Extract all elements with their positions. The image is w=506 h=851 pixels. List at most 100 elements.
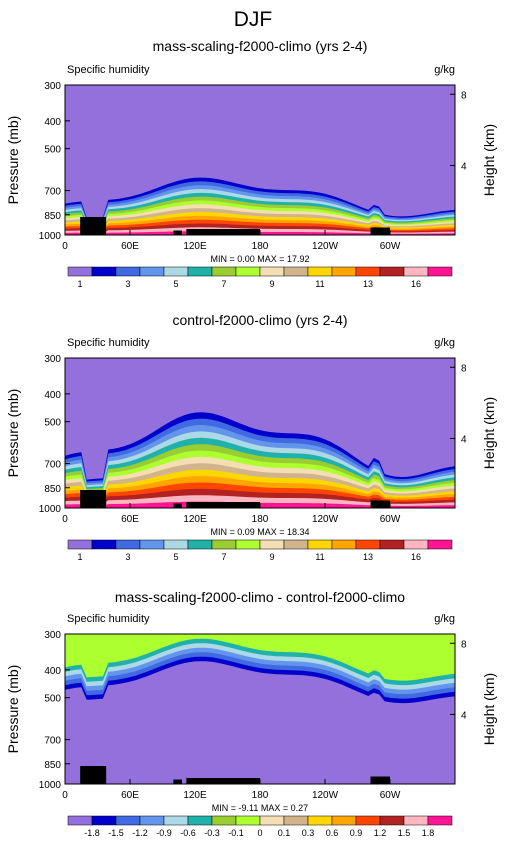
colorbar-label: -0.9: [156, 828, 172, 838]
x-tick-label: 0: [62, 514, 68, 525]
colorbar-swatch: [91, 266, 117, 277]
min-max-label: MIN = 0.00 MAX = 17.92: [210, 254, 309, 264]
height-tick-label: 8: [461, 363, 467, 374]
colorbar-swatch: [91, 539, 117, 550]
x-tick-label: 60W: [380, 790, 401, 801]
y-axis-right-label: Height (km): [481, 397, 497, 469]
colorbar-swatch: [187, 266, 213, 277]
colorbar-swatch: [355, 815, 381, 826]
colorbar-label: 1.8: [422, 828, 435, 838]
terrain-2: [173, 779, 182, 784]
y-tick-label: 850: [44, 211, 61, 222]
colorbar-swatch: [235, 266, 261, 277]
colorbar-swatch: [259, 815, 285, 826]
colorbar-label: 0.6: [326, 828, 339, 838]
x-tick-label: 180: [252, 790, 269, 801]
colorbar-swatch: [403, 266, 429, 277]
y-tick-label: 850: [44, 484, 61, 495]
terrain-1: [80, 766, 107, 784]
y-tick-label: 400: [44, 666, 61, 677]
colorbar-label: 7: [221, 552, 226, 562]
height-tick-label: 4: [461, 710, 467, 721]
height-tick-label: 4: [461, 434, 467, 445]
colorbar-label: 13: [363, 552, 373, 562]
colorbar-swatch: [283, 539, 309, 550]
terrain-3: [186, 778, 260, 784]
colorbar-swatch: [307, 266, 333, 277]
colorbar-label: 11: [315, 279, 324, 289]
colorbar-swatch: [115, 266, 141, 277]
panel-right-label: g/kg: [434, 337, 455, 349]
panel-left-label: Specific humidity: [67, 337, 150, 349]
colorbar-swatch: [379, 539, 405, 550]
colorbar-swatch: [91, 815, 117, 826]
x-tick-label: 60W: [380, 241, 401, 252]
y-axis-right-label: Height (km): [481, 124, 497, 196]
colorbar-swatch: [163, 815, 189, 826]
colorbar-swatch: [427, 539, 453, 550]
colorbar-swatch: [259, 539, 285, 550]
colorbar-swatch: [211, 266, 237, 277]
x-tick-label: 0: [62, 790, 68, 801]
colorbar-label: 16: [411, 552, 421, 562]
colorbar-swatch: [307, 539, 333, 550]
colorbar-swatch: [283, 266, 309, 277]
x-tick-label: 60W: [380, 514, 401, 525]
min-max-label: MIN = -9.11 MAX = 0.27: [212, 803, 308, 813]
x-tick-label: 60E: [121, 514, 139, 525]
y-tick-label: 400: [44, 390, 61, 401]
colorbar-swatch: [331, 815, 357, 826]
min-max-label: MIN = 0.09 MAX = 18.34: [210, 527, 309, 537]
colorbar-swatch: [139, 266, 165, 277]
colorbar-swatch: [259, 266, 285, 277]
colorbar-label: 5: [173, 279, 178, 289]
colorbar-swatch: [355, 539, 381, 550]
x-tick-label: 120W: [312, 241, 339, 252]
x-tick-label: 120E: [183, 514, 207, 525]
y-axis-label: Pressure (mb): [5, 665, 21, 754]
y-tick-label: 500: [44, 145, 61, 156]
colorbar-label: 1.2: [374, 828, 387, 838]
colorbar-label: -1.2: [132, 828, 148, 838]
y-axis-label: Pressure (mb): [5, 116, 21, 205]
panel-1: mass-scaling-f2000-climo (yrs 2-4)Specif…: [5, 38, 497, 289]
terrain-3: [186, 229, 260, 235]
colorbar-swatch: [67, 539, 93, 550]
terrain-1: [80, 490, 107, 508]
colorbar-label: 16: [411, 279, 421, 289]
colorbar-label: 7: [221, 279, 226, 289]
panel-3: mass-scaling-f2000-climo - control-f2000…: [5, 589, 497, 838]
y-axis-right-label: Height (km): [481, 673, 497, 745]
figure-title: DJF: [234, 8, 273, 31]
terrain-2: [173, 230, 182, 235]
colorbar-swatch: [211, 815, 237, 826]
colorbar-label: 0.3: [302, 828, 315, 838]
y-axis-label: Pressure (mb): [5, 389, 21, 478]
panel-title: mass-scaling-f2000-climo - control-f2000…: [115, 589, 405, 605]
panel-right-label: g/kg: [434, 613, 455, 625]
height-tick-label: 4: [461, 161, 467, 172]
colorbar-swatch: [163, 266, 189, 277]
colorbar-label: 0.9: [350, 828, 363, 838]
height-tick-label: 8: [461, 639, 467, 650]
terrain-3: [186, 502, 260, 508]
colorbar-label: 0.1: [278, 828, 291, 838]
y-tick-label: 500: [44, 418, 61, 429]
panel-title: mass-scaling-f2000-climo (yrs 2-4): [153, 38, 368, 54]
x-tick-label: 120E: [183, 790, 207, 801]
terrain-4: [370, 500, 390, 508]
colorbar-swatch: [211, 539, 237, 550]
terrain-4: [370, 776, 390, 784]
colorbar-label: 13: [363, 279, 373, 289]
panel-title: control-f2000-climo (yrs 2-4): [172, 312, 347, 328]
y-tick-label: 700: [44, 736, 61, 747]
x-tick-label: 120E: [183, 241, 207, 252]
x-tick-label: 120W: [312, 514, 339, 525]
colorbar-label: -1.5: [108, 828, 124, 838]
colorbar-swatch: [235, 539, 261, 550]
colorbar-swatch: [235, 815, 261, 826]
terrain-4: [370, 227, 390, 235]
y-tick-label: 300: [44, 630, 61, 641]
colorbar-label: 1: [77, 552, 82, 562]
